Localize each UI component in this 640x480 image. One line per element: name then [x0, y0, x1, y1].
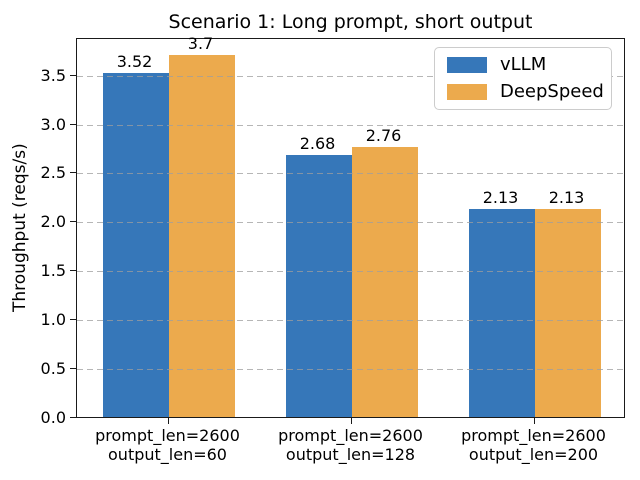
- legend-label: vLLM: [500, 54, 547, 75]
- gridline-y-2.5: [77, 173, 624, 175]
- x-tick-label-line: output_len=128: [285, 445, 416, 464]
- bar-vllm-group2: [285, 154, 352, 417]
- gridline-y-3.0: [77, 124, 624, 126]
- bar-deepspeed-group1: [168, 55, 235, 417]
- y-tick-mark: [70, 319, 76, 321]
- gridline-y-0.5: [77, 369, 624, 371]
- y-tick-mark: [70, 74, 76, 76]
- legend-swatch-vllm: [447, 57, 487, 73]
- x-tick-mark: [533, 418, 535, 424]
- legend-item-deepspeed: DeepSpeed: [447, 82, 604, 102]
- y-tick-label: 0.5: [40, 359, 66, 379]
- gridline-y-2.0: [77, 222, 624, 224]
- x-tick-label-group3: prompt_len=2600 output_len=200: [424, 426, 640, 464]
- legend-label: DeepSpeed: [500, 81, 604, 102]
- y-tick-label: 3.0: [40, 114, 66, 134]
- x-tick-label-line: prompt_len=2600: [278, 426, 423, 445]
- gridline-y-1.5: [77, 271, 624, 273]
- bar-vllm-group1: [102, 72, 169, 417]
- bar-deepspeed-group3: [534, 208, 601, 417]
- y-tick-mark: [70, 270, 76, 272]
- y-tick-mark: [70, 368, 76, 370]
- bar-deepspeed-group2: [351, 147, 418, 417]
- chart-title: Scenario 1: Long prompt, short output: [168, 11, 533, 33]
- legend-item-vllm: vLLM: [447, 55, 599, 75]
- x-tick-mark: [167, 418, 169, 424]
- bar-value-label: 2.13: [548, 187, 585, 207]
- y-tick-label: 1.0: [40, 310, 66, 330]
- bar-value-label: 2.68: [299, 133, 336, 153]
- bar-value-label: 2.76: [365, 126, 402, 146]
- gridline-y-1.0: [77, 320, 624, 322]
- bar-vllm-group3: [468, 208, 535, 417]
- y-tick-label: 2.0: [40, 212, 66, 232]
- x-tick-mark: [350, 418, 352, 424]
- y-tick-mark: [70, 417, 76, 418]
- x-tick-label-line: prompt_len=2600: [95, 426, 240, 445]
- y-tick-label: 1.5: [40, 261, 66, 281]
- y-tick-mark: [70, 221, 76, 223]
- y-tick-label: 2.5: [40, 163, 66, 183]
- x-tick-label-group2: prompt_len=2600 output_len=128: [241, 426, 461, 464]
- x-tick-label-line: output_len=200: [468, 445, 599, 464]
- x-tick-label-line: prompt_len=2600: [461, 426, 606, 445]
- x-tick-label-line: output_len=60: [108, 445, 227, 464]
- y-tick-label: 0.0: [40, 408, 66, 427]
- x-tick-label-group1: prompt_len=2600 output_len=60: [58, 426, 278, 464]
- y-tick-label: 3.5: [40, 65, 66, 85]
- legend: vLLM DeepSpeed: [434, 47, 612, 110]
- y-tick-mark: [70, 123, 76, 125]
- bar-value-label: 2.13: [482, 187, 519, 207]
- bar-value-label: 3.7: [187, 34, 214, 54]
- gridline-y-3.5: [77, 75, 624, 77]
- bar-value-label: 3.52: [116, 51, 153, 71]
- y-tick-mark: [70, 172, 76, 174]
- legend-swatch-deepspeed: [447, 84, 487, 100]
- plot-area: [76, 38, 625, 418]
